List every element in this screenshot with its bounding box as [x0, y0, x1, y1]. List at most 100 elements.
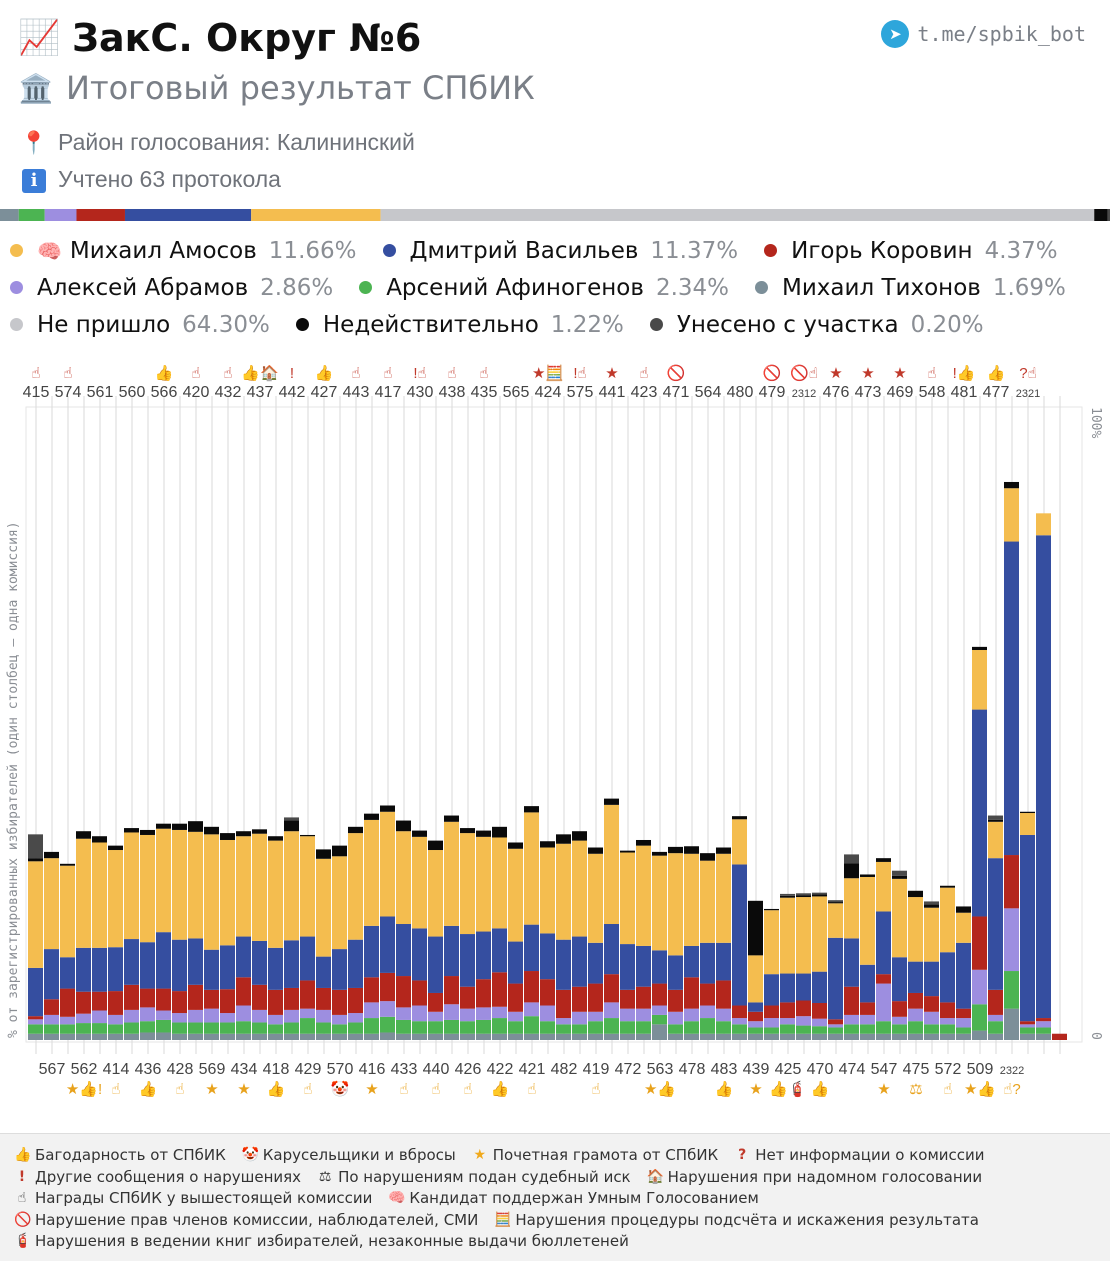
bar-segment-abramov [412, 1005, 427, 1022]
bar-segment-tikhonov [700, 1033, 715, 1040]
bar-segment-afinogenov [588, 1021, 603, 1034]
bar-segment-vasiliev [716, 942, 731, 981]
bar-segment-afinogenov [540, 1021, 555, 1034]
bar-segment-abramov [924, 1011, 939, 1025]
footer-legend-icon: 🤡 [241, 1147, 260, 1163]
footer-legend-text: Нет информации о комиссии [755, 1146, 985, 1164]
bar-segment-abramov [956, 1018, 971, 1028]
bar-segment-abramov [940, 1018, 955, 1025]
footer-legend-icon: 🧮 [494, 1211, 512, 1228]
bar-segment-afinogenov [892, 1024, 907, 1034]
bar-segment-vasiliev [508, 941, 523, 984]
top-award-icon: 🚫☝ [790, 364, 818, 382]
bar-segment-tikhonov [60, 1033, 75, 1040]
bar-segment-vasiliev [124, 939, 139, 985]
summary-segment-removed [1107, 209, 1110, 221]
bar-segment-amosov [860, 876, 875, 965]
bar-segment-tikhonov [348, 1033, 363, 1040]
top-award-icon: ☝ [31, 365, 40, 382]
bar-segment-amosov [92, 842, 107, 948]
top-tick-label: 477 [983, 384, 1010, 401]
bar-segment-korovin [812, 1003, 827, 1019]
bar-segment-vasiliev [60, 957, 75, 989]
bar-segment-vasiliev [204, 949, 219, 990]
bar-segment-afinogenov [1036, 1027, 1051, 1034]
bar-segment-tikhonov [492, 1033, 507, 1040]
bar-segment-abramov [764, 1018, 779, 1028]
footer-legend-item: 🧮 Нарушения процедуры подсчёта и искажени… [494, 1211, 979, 1229]
bar-segment-invalid [412, 830, 427, 837]
bar-segment-invalid [796, 895, 811, 898]
bar-segment-korovin [348, 987, 363, 1014]
bar-segment-korovin [476, 979, 491, 1008]
top-tick-label: 424 [535, 384, 562, 401]
top-tick-label: 2321 [1016, 388, 1040, 400]
bottom-tick-label: 421 [519, 1061, 546, 1078]
bar-segment-tikhonov [636, 1033, 651, 1040]
bar-segment-vasiliev [460, 934, 475, 987]
bar-segment-korovin [940, 1002, 955, 1019]
bar-segment-korovin [908, 992, 923, 1009]
bar-segment-abramov [44, 1014, 59, 1025]
bar-segment-tikhonov [764, 1033, 779, 1040]
bar-segment-tikhonov [796, 1033, 811, 1040]
legend-name: Михаил Тихонов [782, 274, 981, 301]
bar-segment-amosov [1004, 488, 1019, 542]
telegram-link-text[interactable]: t.me/spbik_bot [917, 22, 1086, 46]
bar-segment-tikhonov [76, 1033, 91, 1040]
protocols-label: Учтено 63 протокола [58, 166, 281, 192]
bar-segment-amosov [940, 887, 955, 953]
bar-segment-vasiliev [764, 974, 779, 1006]
top-tick-label: 415 [23, 384, 50, 401]
bar-segment-invalid [332, 845, 347, 857]
bar-segment-tikhonov [284, 1033, 299, 1040]
bar-segment-amosov [540, 847, 555, 934]
bottom-award-icon: ☝ [175, 1081, 184, 1098]
bar-segment-amosov [1036, 513, 1051, 536]
bar-segment-vasiliev [156, 932, 171, 989]
bar-segment-invalid [572, 831, 587, 841]
bar-segment-amosov [988, 821, 1003, 859]
bar-segment-afinogenov [684, 1021, 699, 1034]
legend-percent: 2.86% [260, 274, 334, 301]
footer-legend-item: ⚖ По нарушениям подан судебный иск [317, 1168, 631, 1186]
bar-segment-vasiliev [1036, 535, 1051, 1019]
bar-segment-korovin [76, 991, 91, 1014]
footer-legend-text: Другие сообщения о нарушениях [35, 1167, 302, 1186]
bar-segment-korovin [268, 989, 283, 1015]
bar-segment-tikhonov [988, 1033, 1003, 1040]
top-award-icon: !☝ [413, 365, 426, 382]
bar-segment-invalid [108, 845, 123, 851]
bar-segment-vasiliev [76, 947, 91, 992]
bar-segment-invalid [252, 829, 267, 834]
top-tick-label: 441 [599, 384, 626, 401]
bar-segment-korovin [668, 989, 683, 1012]
bar-segment-tikhonov [572, 1033, 587, 1040]
bar-segment-abramov [716, 1008, 731, 1022]
footer-legend-icon: ★ [473, 1147, 487, 1163]
bar-segment-invalid [844, 863, 859, 879]
bar-segment-abramov [972, 969, 987, 1005]
bar-segment-amosov [460, 833, 475, 935]
plot-frame [25, 406, 1083, 1043]
bar-segment-vasiliev [396, 924, 411, 977]
bar-segment-vasiliev [796, 973, 811, 1001]
bar-segment-tikhonov [460, 1033, 475, 1040]
bar-segment-vasiliev [300, 936, 315, 981]
brain-icon: 🧠 [37, 238, 62, 263]
bar-segment-korovin [892, 1001, 907, 1017]
bar-segment-tikhonov [140, 1032, 155, 1040]
legend-item-absent: Не пришло 64.30% [10, 312, 270, 338]
bottom-tick-label: 422 [487, 1061, 514, 1078]
top-tick-label: 432 [215, 384, 242, 401]
bar-segment-abramov [540, 1005, 555, 1022]
summary-segment-vasiliev [124, 209, 252, 221]
telegram-link[interactable]: ➤ t.me/spbik_bot [881, 20, 1086, 48]
bar-segment-amosov [780, 897, 795, 974]
bar-segment-abramov [380, 1001, 395, 1017]
bar-segment-amosov [204, 834, 219, 950]
bar-segment-vasiliev [364, 925, 379, 978]
bar-segment-amosov [412, 836, 427, 929]
bottom-tick-label: 419 [583, 1061, 610, 1078]
footer-row: 🚫 Нарушение прав членов комиссии, наблюда… [14, 1211, 995, 1229]
